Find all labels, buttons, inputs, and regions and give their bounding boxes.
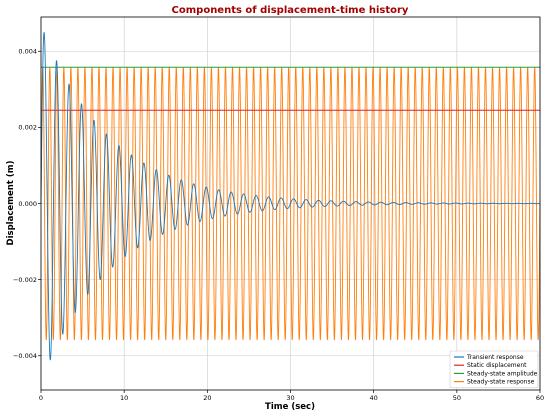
tick-layer: 0 10 20 30 40 50 60 −0.004 −0.002 0.000 0.002 0.004 [13, 48, 544, 402]
legend-label-static-displacement: Static displacement [467, 362, 527, 369]
series-line-transient-response [40, 32, 541, 361]
legend-label-steady-state-amplitude: Steady-state amplitude [467, 370, 538, 377]
legend-label-steady-state-response: Steady-state response [467, 379, 535, 386]
y-tick-label: 0.004 [18, 48, 37, 56]
series-layer [40, 32, 541, 361]
x-tick-label: 30 [286, 394, 294, 402]
legend-label-transient-response: Transient response [466, 354, 524, 361]
y-axis-title: Displacement (m) [6, 160, 16, 245]
y-tick-label: 0.002 [18, 124, 37, 132]
x-tick-label: 0 [39, 394, 43, 402]
y-tick-label: 0.000 [18, 200, 37, 208]
series-line-steady-state-response [40, 66, 541, 341]
x-tick-label: 50 [453, 394, 461, 402]
x-axis-title: Time (sec) [265, 402, 315, 412]
x-tick-label: 40 [370, 394, 378, 402]
x-tick-label: 20 [203, 394, 211, 402]
x-tick-label: 10 [120, 394, 128, 402]
y-tick-label: −0.002 [13, 276, 37, 284]
y-tick-label: −0.004 [13, 352, 37, 360]
legend-box [449, 350, 539, 389]
chart-title: Components of displacement-time history [172, 5, 409, 16]
x-tick-label: 60 [536, 394, 544, 402]
